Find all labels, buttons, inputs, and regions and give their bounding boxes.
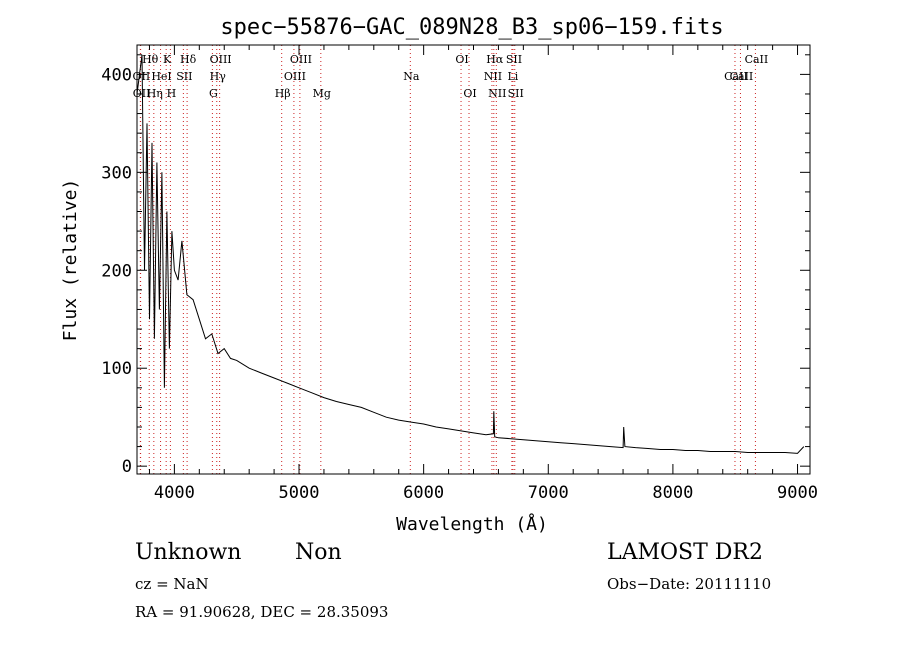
object-subclass: Non [295, 540, 342, 565]
observation-date: Obs−Date: 20111110 [607, 575, 772, 593]
x-axis: 4000 5000 6000 7000 8000 9000 [148, 45, 818, 503]
line-label: CaII [724, 70, 748, 83]
object-class: Unknown [135, 540, 242, 565]
line-label: CaII [745, 53, 769, 66]
sky-coordinates: RA = 91.90628, DEC = 28.35093 [135, 603, 389, 621]
x-axis-label: Wavelength (Å) [396, 513, 548, 535]
line-label: SII [506, 53, 522, 66]
y-tick-label: 100 [101, 359, 132, 379]
line-label: OIII [210, 53, 232, 66]
line-label: NII [484, 70, 502, 83]
line-label: Hγ [210, 70, 227, 83]
chart-title: spec−55876−GAC_089N28_B3_sp06−159.fits [220, 15, 723, 40]
line-label: SII [176, 70, 192, 83]
x-tick-label: 5000 [279, 483, 320, 503]
line-label: H [167, 87, 177, 100]
x-tick-label: 6000 [403, 483, 444, 503]
y-axis: 0 100 200 300 400 [101, 54, 810, 477]
x-tick-label: 9000 [777, 483, 818, 503]
line-label: CaII [730, 70, 754, 83]
line-label: Hβ [275, 87, 291, 100]
y-tick-label: 300 [101, 163, 132, 183]
line-label: NII [488, 87, 506, 100]
line-label: OI [455, 53, 468, 66]
line-label: Li [507, 70, 518, 83]
line-label: K [163, 53, 172, 66]
line-label: G [209, 87, 218, 100]
plot-frame [136, 44, 811, 475]
survey-release: LAMOST DR2 [607, 540, 763, 565]
line-label: OIII [290, 53, 312, 66]
line-label: Hδ [180, 53, 197, 66]
y-tick-label: 0 [122, 457, 132, 477]
y-tick-label: 200 [101, 261, 132, 281]
x-tick-label: 8000 [652, 483, 693, 503]
line-label: OI [463, 87, 476, 100]
spectral-line-markers [139, 45, 756, 474]
spectrum-line [136, 54, 805, 454]
x-tick-label: 4000 [154, 483, 195, 503]
line-label: SII [508, 87, 524, 100]
line-label: Hα [486, 53, 504, 66]
y-tick-label: 400 [101, 65, 132, 85]
spectrum-chart: spec−55876−GAC_089N28_B3_sp06−159.fits H… [60, 15, 818, 535]
line-label: Hθ [142, 53, 159, 66]
redshift-value: cz = NaN [135, 575, 209, 593]
line-label: Na [403, 70, 420, 83]
line-label: Hη [147, 87, 163, 100]
line-label: OIII [284, 70, 306, 83]
line-label: Mg [313, 87, 331, 100]
line-label: OII [133, 70, 151, 83]
y-axis-label: Flux (relative) [60, 179, 81, 342]
x-tick-label: 7000 [528, 483, 569, 503]
line-label: HeI [151, 70, 171, 83]
